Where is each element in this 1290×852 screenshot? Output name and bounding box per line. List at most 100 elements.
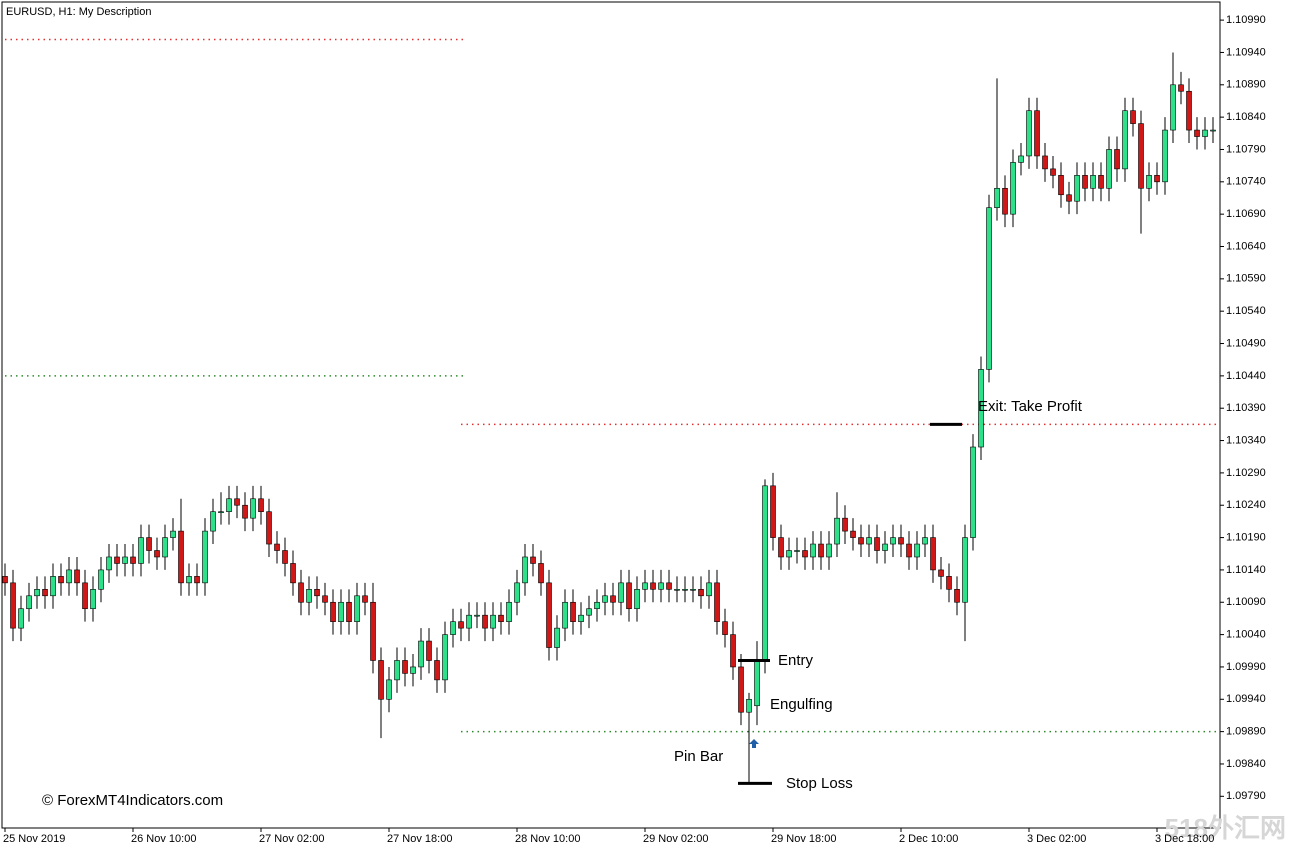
candle-body [778,537,784,558]
candle-body [290,563,296,584]
candle-body [938,569,944,577]
annotation: Exit: Take Profit [978,398,1083,415]
candle-body [514,582,520,603]
candle-body [490,614,496,629]
candle-body [882,543,888,551]
candle-body [522,556,528,584]
candle-body [1018,155,1024,163]
candle-body [434,660,440,681]
candle-body [482,614,488,629]
candle-body [250,498,256,519]
candle-body [738,666,744,713]
candle-body [170,530,176,538]
candle-body [218,511,224,514]
candle-body [530,556,536,564]
candle-body [242,504,248,519]
candle-body [1154,175,1160,183]
candle-body [794,550,800,552]
x-tick-label: 25 Nov 2019 [3,833,65,845]
candle-body [74,569,80,584]
y-tick-label: 1.09990 [1226,661,1266,673]
candle-body [754,660,760,707]
candle-body [42,589,48,597]
candle-body [578,614,584,622]
candle-body [130,556,136,564]
plot-frame [1,1,1221,829]
candle-body [442,634,448,681]
y-tick-label: 1.09840 [1226,758,1266,770]
candle-body [970,446,976,538]
candle-body [402,660,408,674]
candle-body [674,589,680,591]
annotation: Entry [778,652,814,669]
candle-body [866,537,872,545]
candle-body [610,595,616,603]
y-tick-label: 1.10590 [1226,273,1266,285]
candle-body [106,556,112,571]
x-tick-label: 28 Nov 10:00 [515,833,580,845]
candle-body [178,530,184,584]
candle-body [922,537,928,545]
candle-body [1138,123,1144,189]
candle-body [562,601,568,629]
candle-body [354,595,360,622]
candle-body [842,517,848,532]
candle-body [682,589,688,591]
candle-body [10,582,16,629]
y-tick-label: 1.10940 [1226,46,1266,58]
y-tick-label: 1.10890 [1226,79,1266,91]
x-tick-label: 2 Dec 10:00 [899,833,958,845]
candle-body [162,537,168,558]
candle-body [626,582,632,610]
candle-body [890,537,896,545]
candle-body [810,543,816,558]
candle-body [1194,129,1200,137]
candle-body [698,589,704,597]
candle-body [1170,84,1176,131]
candle-body [274,543,280,551]
y-tick-label: 1.10390 [1226,402,1266,414]
x-tick-label: 27 Nov 18:00 [387,833,452,845]
candle-body [306,589,312,603]
candle-body [26,595,32,610]
corner-mark: 518外汇网 [1165,813,1286,843]
candle-body [1146,175,1152,189]
candle-body [930,537,936,571]
y-tick-label: 1.10790 [1226,143,1266,155]
candle-body [898,537,904,545]
candle-body [666,582,672,590]
candle-body [570,601,576,622]
y-tick-label: 1.10740 [1226,176,1266,188]
candle-body [202,530,208,584]
x-tick-label: 3 Dec 02:00 [1027,833,1086,845]
candle-body [602,595,608,603]
candle-body [426,640,432,661]
signal-arrow [749,739,759,748]
candle-body [906,543,912,558]
y-tick-label: 1.09790 [1226,790,1266,802]
y-tick-label: 1.10040 [1226,629,1266,641]
candle-body [474,614,480,617]
candle-body [450,621,456,635]
candle-body [154,550,160,558]
y-tick-label: 1.09940 [1226,693,1266,705]
candle-body [298,582,304,603]
watermark: © ForexMT4Indicators.com [42,792,223,809]
candle-body [314,589,320,597]
candle-body [338,601,344,622]
y-tick-label: 1.10440 [1226,370,1266,382]
candle-body [146,537,152,551]
y-tick-label: 1.10840 [1226,111,1266,123]
candle-body [186,576,192,584]
candle-body [850,530,856,538]
candle-body [658,582,664,590]
candle-body [370,601,376,661]
candle-body [1106,149,1112,189]
candle-body [1090,175,1096,189]
y-tick-label: 1.10090 [1226,596,1266,608]
candle-body [538,563,544,584]
candle-body [58,576,64,584]
y-tick-label: 1.10640 [1226,240,1266,252]
candle-body [954,589,960,603]
candle-body [282,550,288,564]
